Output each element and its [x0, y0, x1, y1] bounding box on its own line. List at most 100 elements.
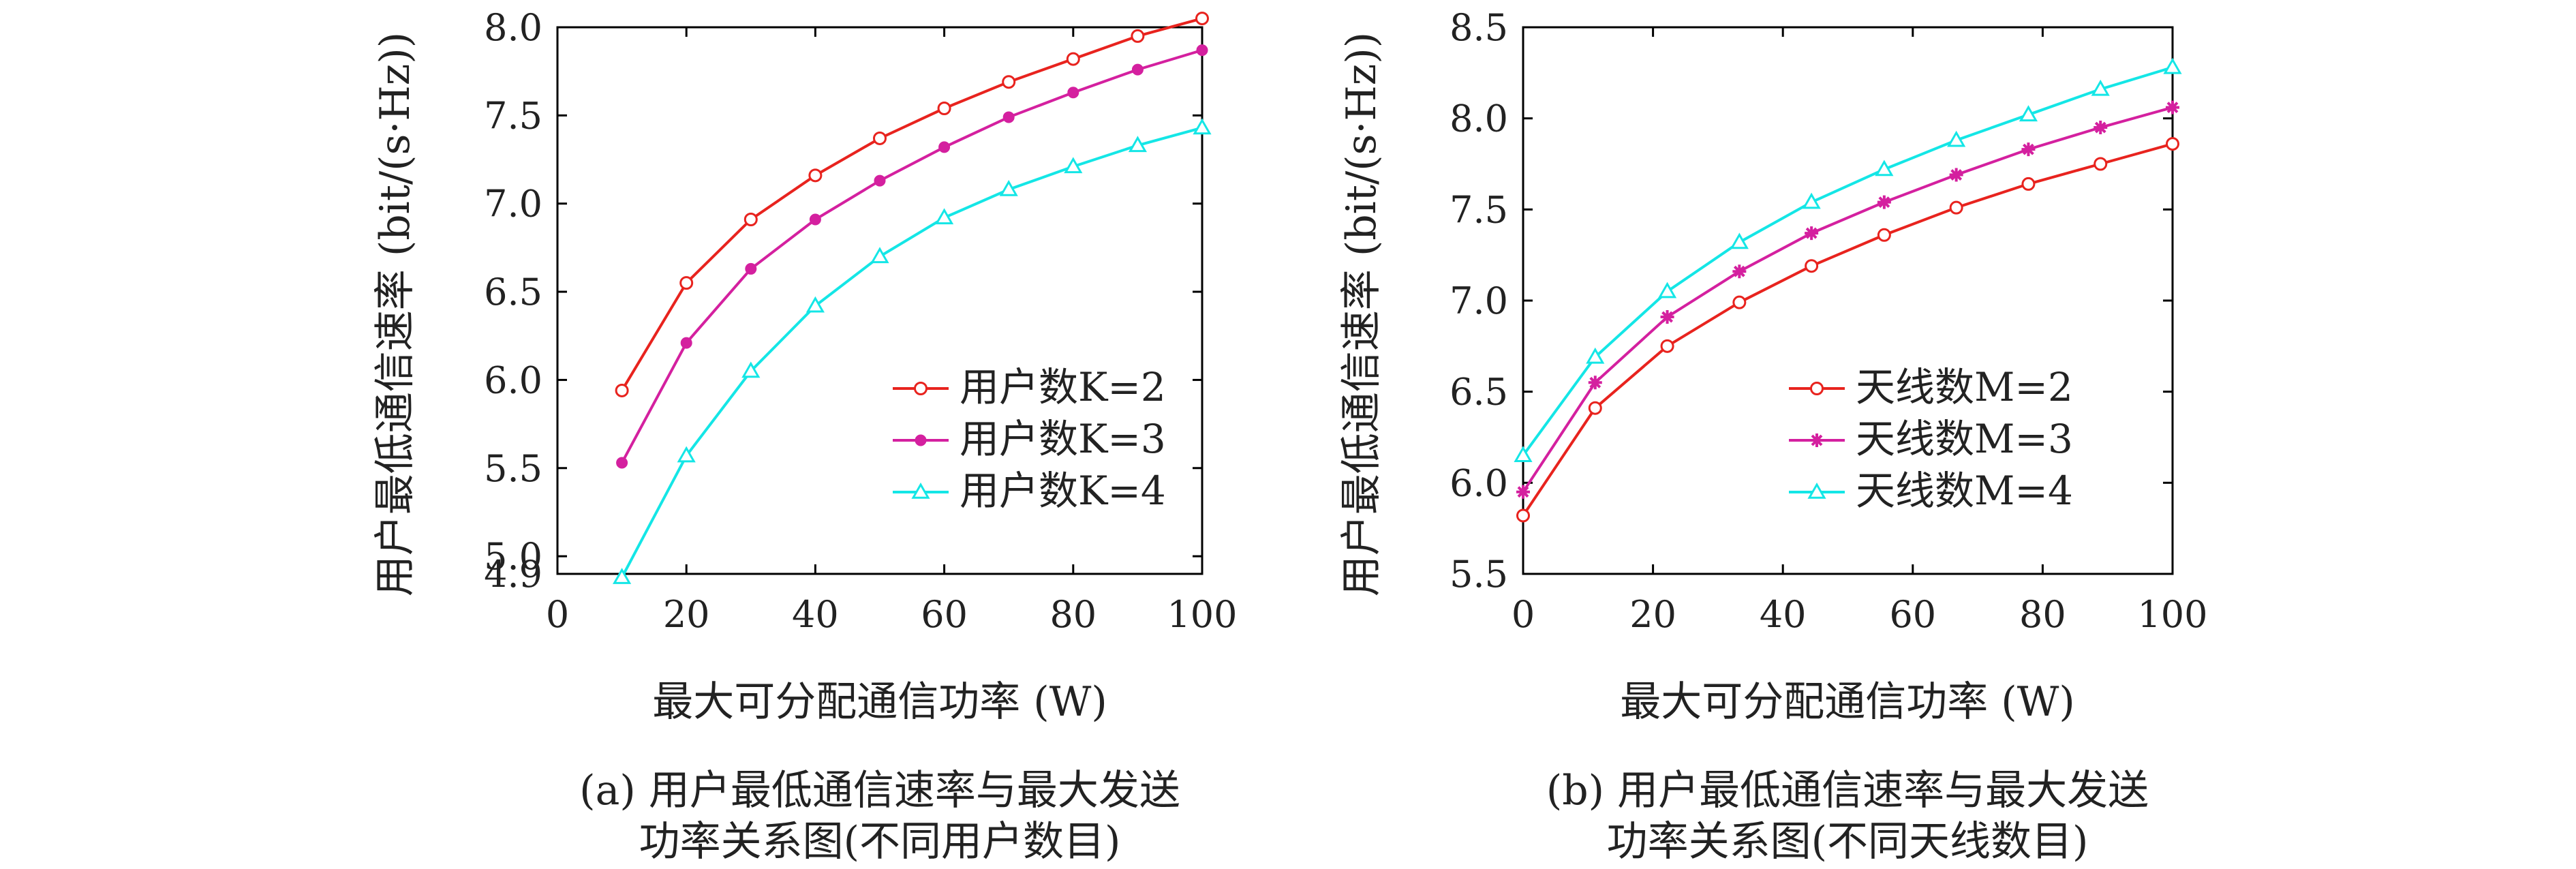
data-point	[1196, 44, 1208, 57]
plot-frame	[556, 26, 1203, 575]
y-tick-label: 4.9	[484, 553, 542, 596]
data-point	[743, 212, 758, 226]
data-point	[1947, 130, 1966, 147]
data-point	[1802, 192, 1821, 209]
data-point	[1805, 226, 1819, 241]
y-tick-label: 6.5	[1450, 371, 1508, 414]
data-point	[1732, 295, 1747, 309]
x-tick-label: 100	[1167, 593, 1237, 636]
data-point	[2166, 137, 2179, 151]
series-line	[1522, 142, 2173, 517]
legend-marker	[1810, 382, 1824, 395]
legend-marker	[914, 382, 927, 395]
legend-label: 用户数K=3	[960, 416, 1166, 462]
y-tick-label: 5.0	[484, 535, 542, 578]
series-2: 用户数K=4	[613, 118, 1212, 584]
data-point	[2163, 57, 2182, 74]
caption-line-2: 功率关系图(不同天线数目)	[1607, 818, 2089, 866]
series-line	[620, 48, 1203, 463]
data-point	[1805, 259, 1819, 273]
data-point	[1657, 281, 1677, 299]
data-point	[1193, 118, 1212, 135]
series-line	[620, 126, 1203, 579]
y-tick-label: 7.5	[484, 94, 542, 137]
y-tick-label: 6.5	[484, 271, 542, 314]
x-axis-label: 最大可分配通信功率 (W)	[1620, 678, 2075, 726]
series-0: 天线数M=2	[1516, 137, 2179, 523]
x-axis-label: 最大可分配通信功率 (W)	[652, 678, 1107, 726]
y-axis-label: 用户最低通信速率 (bit/(s·Hz))	[1338, 32, 1385, 596]
legend-marker	[1810, 433, 1824, 447]
data-point	[2019, 105, 2038, 122]
data-point	[1949, 200, 1963, 215]
data-point	[873, 131, 887, 145]
data-point	[679, 276, 694, 290]
data-point	[1131, 63, 1144, 76]
data-point	[1877, 228, 1891, 242]
series-2: 天线数M=4	[1514, 57, 2182, 514]
data-point	[2021, 142, 2036, 157]
series-line	[1522, 106, 2173, 493]
data-point	[677, 446, 696, 463]
data-point	[1949, 168, 1963, 182]
data-point	[616, 457, 628, 469]
caption-line-2: 功率关系图(不同用户数目)	[639, 818, 1121, 866]
series-0: 用户数K=2	[615, 12, 1209, 410]
data-point	[1588, 401, 1602, 415]
x-tick-label: 0	[546, 593, 569, 636]
data-point	[1195, 12, 1209, 26]
y-tick-label: 8.5	[1450, 6, 1508, 49]
x-tick-label: 40	[792, 593, 839, 636]
data-point	[1588, 376, 1602, 390]
data-point	[615, 383, 629, 397]
y-tick-label: 7.5	[1450, 188, 1508, 231]
x-tick-label: 20	[663, 593, 710, 636]
data-point	[1002, 75, 1016, 89]
y-tick-label: 8.0	[1450, 97, 1508, 140]
plot-frame	[1522, 26, 2174, 575]
y-tick-label: 7.0	[484, 183, 542, 226]
series-1: 天线数M=3	[1516, 100, 2179, 499]
data-point	[2021, 177, 2036, 191]
data-point	[937, 102, 951, 116]
series-line	[1522, 65, 2173, 457]
x-tick-label: 60	[1889, 593, 1936, 636]
data-point	[1586, 347, 1605, 364]
data-point	[2091, 79, 2110, 96]
data-point	[806, 296, 825, 313]
data-point	[809, 213, 821, 226]
x-tick-label: 0	[1512, 593, 1535, 636]
legend-marker	[1807, 482, 1826, 499]
chart-a: 0 20 40 60 80 100 4.95.0 5.5 6.0 6.5 7.0 7.5 8.0 最大可分…	[371, 6, 1238, 866]
data-point	[1660, 339, 1674, 353]
data-point	[999, 179, 1018, 196]
data-point	[1875, 159, 1894, 177]
y-tick-label: 7.0	[1450, 279, 1508, 322]
y-axis-label: 用户最低通信速率 (bit/(s·Hz))	[371, 32, 419, 596]
y-tick-label: 5.5	[484, 447, 542, 490]
series-1: 用户数K=3	[616, 44, 1208, 469]
data-point	[613, 568, 632, 584]
data-point	[1732, 264, 1747, 279]
data-point	[1064, 157, 1083, 174]
y-tick-label: 6.0	[484, 359, 542, 401]
legend-label: 用户数K=4	[960, 468, 1166, 514]
data-point	[808, 168, 823, 183]
x-tick-label: 80	[1049, 593, 1097, 636]
x-tick-label: 20	[1629, 593, 1676, 636]
x-tick-label: 100	[2137, 593, 2207, 636]
legend-label: 天线数M=4	[1856, 468, 2073, 514]
data-point	[2166, 100, 2179, 115]
data-point	[1066, 52, 1080, 66]
data-point	[2094, 121, 2108, 135]
data-point	[1002, 111, 1015, 123]
y-tick-label: 8.0	[484, 6, 542, 49]
data-point	[680, 337, 692, 349]
data-point	[938, 141, 951, 153]
data-point	[741, 361, 761, 378]
caption-line-1: (a) 用户最低通信速率与最大发送	[579, 767, 1180, 814]
data-point	[870, 247, 889, 264]
data-point	[1131, 29, 1145, 43]
x-tick-label: 40	[1760, 593, 1807, 636]
